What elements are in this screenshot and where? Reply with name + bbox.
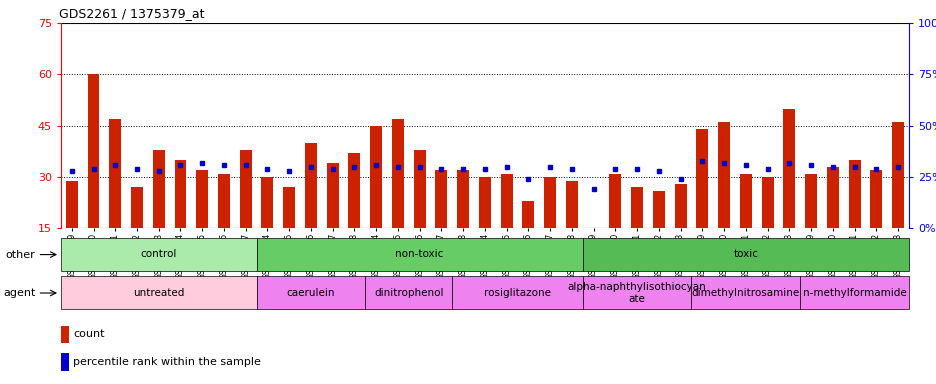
Text: agent: agent (3, 288, 36, 298)
Text: count: count (73, 329, 105, 339)
Bar (587, 228, 599, 232)
Bar (848, 160, 859, 228)
Bar (608, 174, 621, 228)
Bar (761, 177, 773, 228)
Bar (522, 201, 534, 228)
Text: other: other (6, 250, 36, 260)
Bar (582, 276, 691, 309)
Bar (782, 109, 795, 228)
Text: untreated: untreated (133, 288, 184, 298)
Bar (327, 164, 338, 228)
Text: control: control (140, 249, 177, 260)
Bar (174, 160, 186, 228)
Bar (218, 174, 229, 228)
Bar (110, 119, 121, 228)
Text: toxic: toxic (733, 249, 757, 260)
Text: alpha-naphthylisothiocyan
ate: alpha-naphthylisothiocyan ate (567, 282, 706, 304)
Bar (391, 119, 403, 228)
Text: percentile rank within the sample: percentile rank within the sample (73, 357, 261, 367)
Bar (348, 153, 360, 228)
Bar (61, 276, 256, 309)
Bar (870, 170, 882, 228)
Bar (256, 238, 582, 271)
Bar (256, 276, 365, 309)
Bar (717, 122, 729, 228)
Bar (631, 187, 642, 228)
Bar (240, 150, 252, 228)
Bar (370, 126, 382, 228)
Bar (435, 170, 446, 228)
Bar (283, 187, 295, 228)
Text: GDS2261 / 1375379_at: GDS2261 / 1375379_at (59, 7, 204, 20)
Bar (826, 167, 838, 228)
Bar (691, 276, 799, 309)
Bar (652, 191, 665, 228)
Bar (674, 184, 686, 228)
Text: rosiglitazone: rosiglitazone (484, 288, 550, 298)
Bar (261, 177, 273, 228)
Bar (582, 238, 908, 271)
Bar (304, 143, 316, 228)
Bar (799, 276, 908, 309)
Text: caerulein: caerulein (286, 288, 335, 298)
Bar (61, 353, 69, 371)
Bar (61, 326, 69, 343)
Bar (739, 174, 751, 228)
Bar (500, 174, 512, 228)
Bar (478, 177, 490, 228)
Bar (153, 150, 165, 228)
Bar (452, 276, 582, 309)
Bar (695, 129, 708, 228)
Text: n-methylformamide: n-methylformamide (802, 288, 905, 298)
Bar (891, 122, 903, 228)
Bar (565, 180, 578, 228)
Bar (544, 177, 555, 228)
Bar (66, 180, 78, 228)
Bar (457, 170, 469, 228)
Bar (196, 170, 208, 228)
Bar (131, 187, 143, 228)
Bar (804, 174, 816, 228)
Bar (87, 74, 99, 228)
Bar (414, 150, 425, 228)
Text: non-toxic: non-toxic (395, 249, 444, 260)
Text: dimethylnitrosamine: dimethylnitrosamine (691, 288, 799, 298)
Bar (365, 276, 452, 309)
Text: dinitrophenol: dinitrophenol (373, 288, 443, 298)
Bar (61, 238, 256, 271)
